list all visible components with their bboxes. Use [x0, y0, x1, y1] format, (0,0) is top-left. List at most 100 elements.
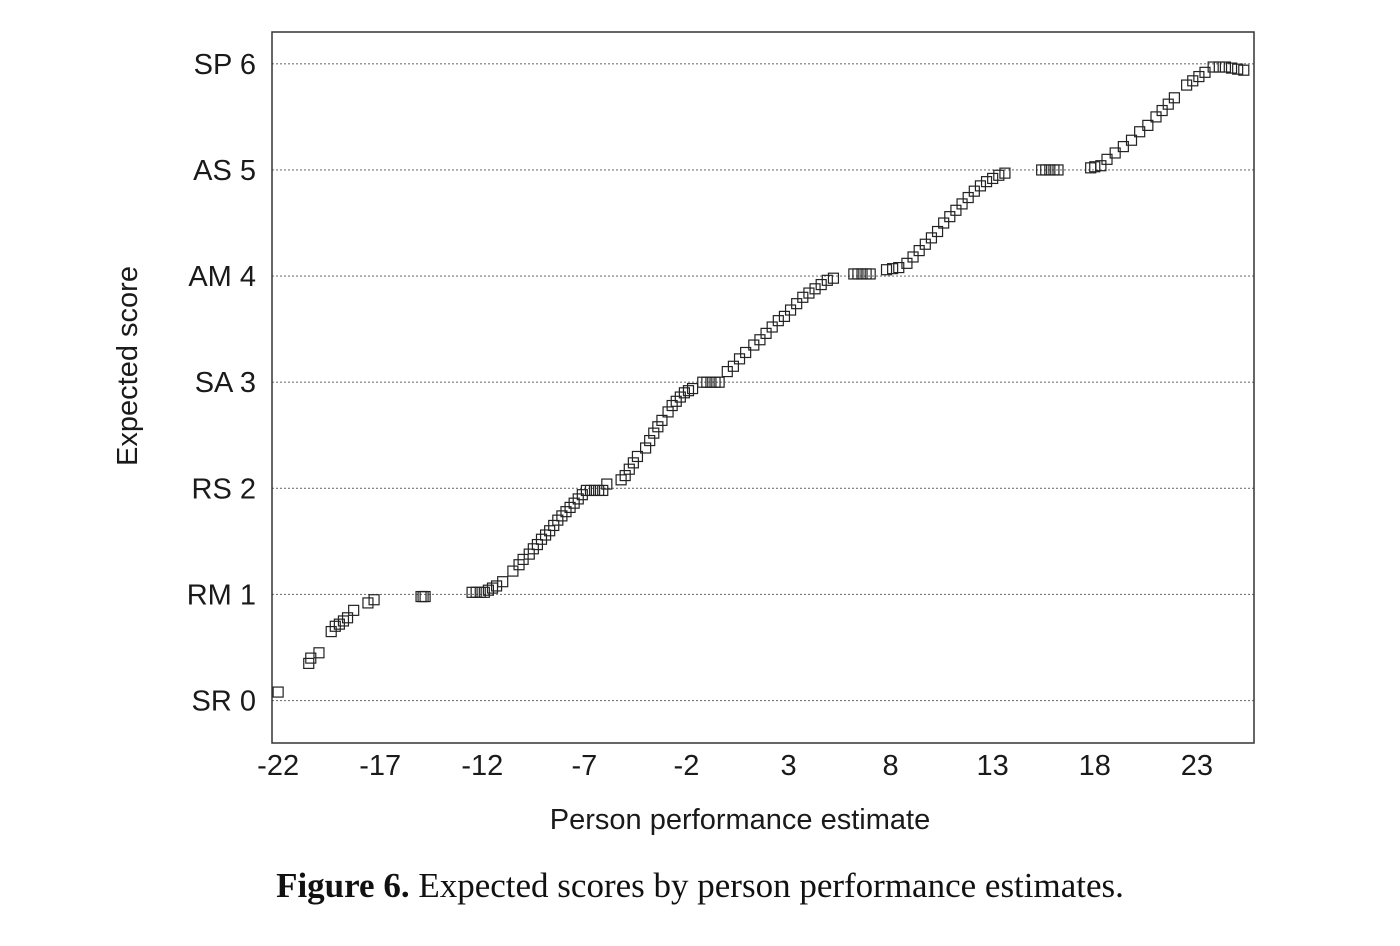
data-point: [1162, 98, 1174, 110]
y-tick-label: RM 1: [187, 579, 256, 611]
data-point: [678, 387, 690, 399]
data-point: [648, 427, 660, 439]
x-axis-title: Person performance estimate: [550, 804, 930, 836]
data-point: [887, 263, 899, 275]
data-point: [568, 497, 580, 509]
data-point: [682, 385, 695, 397]
data-point: [597, 484, 609, 497]
y-axis-title: Expected score: [112, 266, 144, 466]
data-point: [925, 232, 938, 244]
data-point: [815, 278, 827, 291]
data-point: [1052, 164, 1064, 176]
data-point: [1089, 161, 1101, 173]
data-point: [640, 442, 652, 454]
data-point: [490, 580, 503, 592]
data-point: [893, 261, 905, 274]
scatter-chart: SR 0 RM 1 RS 2 SA 3 AM 4 AS 5 SP 6 -22 -17 -12 -7…: [112, 31, 1255, 836]
data-point: [341, 612, 354, 624]
data-point: [797, 291, 809, 303]
data-point: [527, 543, 539, 555]
data-point: [1150, 111, 1162, 123]
y-tick-label: SR 0: [192, 686, 256, 718]
data-point: [482, 584, 495, 596]
data-point: [333, 618, 345, 630]
data-point: [478, 586, 490, 598]
data-point: [974, 180, 987, 192]
data-point: [880, 264, 893, 276]
data-point: [1168, 92, 1180, 104]
data-point: [1181, 79, 1193, 91]
data-point: [1134, 126, 1146, 138]
data-point: [827, 272, 840, 284]
data-point: [950, 204, 962, 216]
x-tick-label: -12: [461, 750, 503, 782]
data-point: [572, 493, 584, 505]
data-point: [631, 450, 644, 463]
data-point: [337, 615, 350, 627]
data-point: [623, 463, 635, 475]
x-axis-ticks: -22 -17 -12 -7 -2 3 8 13 18 23: [257, 750, 1213, 782]
x-tick-label: 13: [977, 750, 1009, 782]
data-point: [901, 257, 913, 269]
y-tick-label: SA 3: [195, 367, 256, 399]
data-point: [1117, 141, 1129, 153]
data-point: [931, 225, 944, 238]
y-tick-label: RS 2: [192, 473, 256, 505]
data-point: [507, 565, 519, 577]
data-point: [907, 251, 919, 263]
data-point: [686, 382, 699, 395]
x-tick-label: -17: [359, 750, 401, 782]
data-point: [656, 414, 668, 426]
data-point: [619, 469, 631, 482]
data-point: [1225, 62, 1238, 74]
data-point: [666, 399, 678, 412]
x-tick-label: 3: [780, 750, 796, 782]
data-point: [821, 274, 833, 286]
data-point: [362, 597, 374, 609]
data-point: [652, 421, 664, 433]
data-point: [784, 304, 797, 316]
gridlines: [272, 63, 1254, 702]
x-tick-label: -7: [571, 750, 597, 782]
x-tick-label: -22: [257, 750, 299, 782]
data-point: [919, 238, 931, 250]
data-point: [962, 191, 974, 204]
data-point: [1125, 134, 1138, 146]
data-point: [864, 268, 876, 280]
data-point: [539, 529, 552, 541]
plot-frame: [271, 31, 1255, 744]
data-point: [419, 590, 431, 603]
data-point: [1238, 64, 1250, 76]
data-point: [1095, 160, 1107, 172]
y-tick-label: AM 4: [188, 261, 256, 293]
data-point: [627, 457, 639, 469]
data-point: [272, 686, 284, 698]
data-point: [601, 478, 613, 490]
data-point: [1219, 61, 1232, 73]
data-point: [497, 576, 509, 588]
data-point: [956, 198, 968, 210]
data-point: [778, 310, 791, 322]
data-point: [733, 353, 746, 365]
figure-caption: Figure 6. Expected scores by person perf…: [0, 866, 1400, 906]
data-point: [803, 287, 815, 299]
data-point: [560, 506, 572, 518]
data-point: [727, 360, 739, 372]
data-point: [1193, 70, 1205, 83]
data-point: [368, 594, 380, 606]
data-point: [1142, 119, 1154, 131]
data-point: [486, 582, 499, 594]
data-point: [1109, 147, 1121, 159]
data-point: [1207, 61, 1219, 73]
data-point: [980, 176, 993, 188]
data-point: [993, 169, 1005, 181]
data-point: [576, 489, 588, 501]
data-point: [348, 604, 360, 616]
data-point: [313, 647, 325, 659]
data-point: [535, 533, 548, 545]
data-point: [1187, 75, 1199, 87]
data-point: [615, 474, 627, 486]
data-point: [791, 298, 803, 310]
data-point: [944, 211, 956, 223]
data-point: [644, 434, 656, 447]
